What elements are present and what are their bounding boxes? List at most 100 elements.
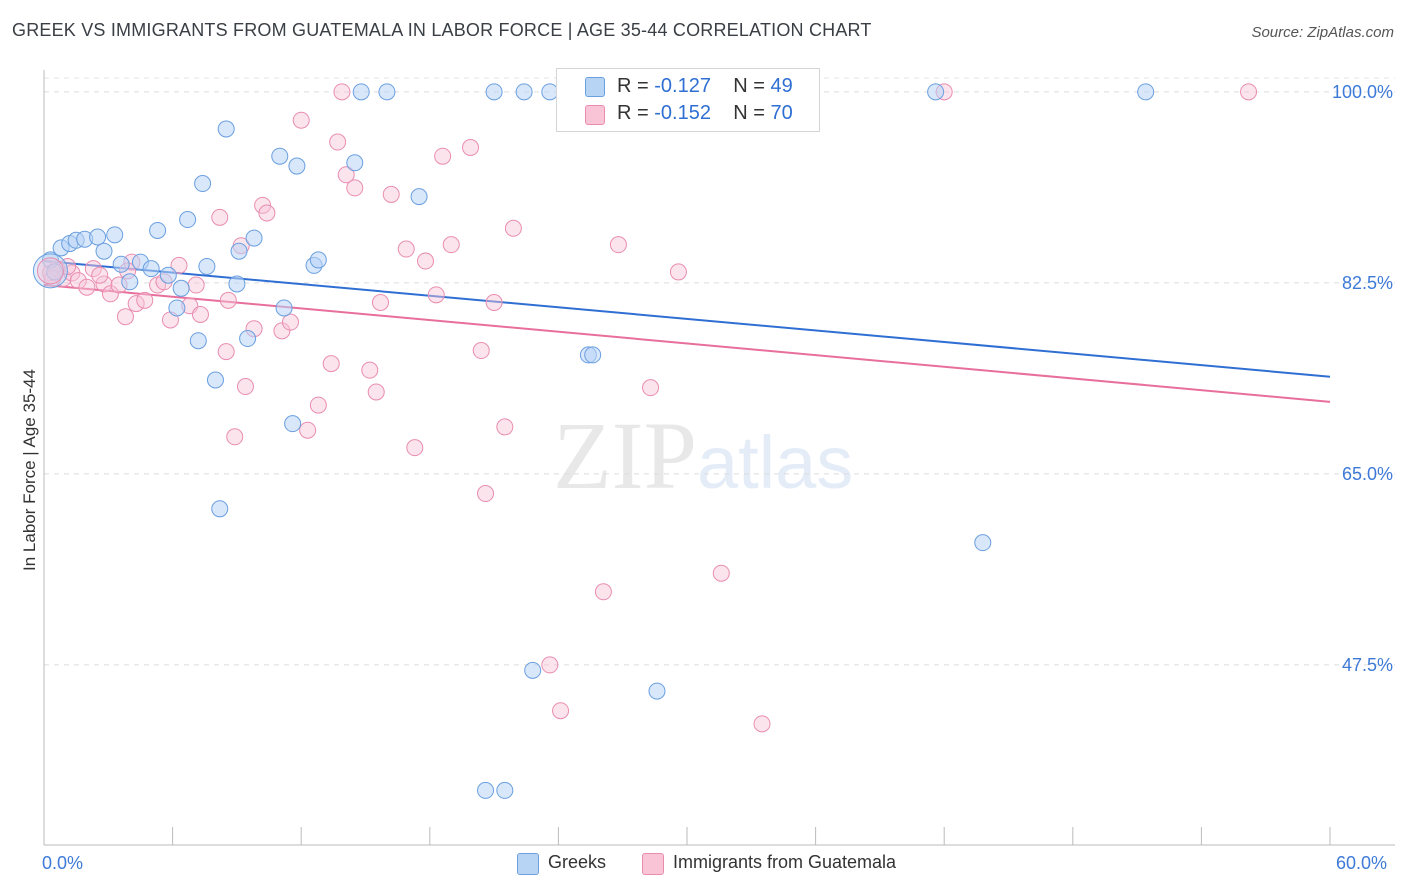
guatemala-point-53 (541, 656, 559, 674)
greeks-point-17 (179, 211, 197, 229)
guatemala-point-62 (1240, 83, 1258, 101)
greeks-r-value: -0.127 (654, 75, 711, 97)
y-tick-labels: 47.5% 65.0% 82.5% 100.0% (1332, 82, 1393, 675)
trend-lines (43, 260, 1331, 403)
guatemala-point-8 (101, 285, 119, 303)
legend-guatemala-swatch (642, 853, 664, 875)
greeks-point-23 (217, 120, 235, 138)
greeks-point-48 (974, 534, 992, 552)
guatemala-point-46 (442, 236, 460, 254)
guatemala-point-54 (552, 702, 570, 720)
greeks-point-46 (648, 682, 666, 700)
greeks-point-10 (121, 273, 139, 291)
greeks-point-34 (346, 154, 364, 172)
greeks-point-15 (168, 299, 186, 317)
y-tick-label-0: 47.5% (1342, 655, 1393, 675)
guatemala-point-33 (322, 355, 340, 373)
chart-title: GREEK VS IMMIGRANTS FROM GUATEMALA IN LA… (12, 20, 872, 40)
greeks-trend-line (43, 260, 1331, 378)
guatemala-point-29 (273, 322, 291, 340)
greeks-point-30 (284, 415, 302, 433)
guatemala-point-37 (361, 361, 379, 379)
guatemala-point-5 (78, 278, 96, 296)
y-axis-label: In Labor Force | Age 35-44 (20, 369, 39, 571)
guatemala-point-68 (292, 111, 310, 129)
watermark-zip: ZIP (553, 402, 697, 509)
greeks-point-45 (584, 346, 602, 364)
greeks-point-12 (142, 260, 160, 278)
guatemala-swatch (585, 105, 605, 125)
guatemala-point-28 (258, 204, 276, 222)
guatemala-point-31 (299, 421, 317, 439)
guatemala-point-13 (136, 291, 154, 309)
guatemala-point-58 (669, 263, 687, 281)
guatemala-point-20 (191, 306, 209, 324)
guatemala-point-21 (211, 208, 229, 226)
guatemala-point-34 (329, 133, 347, 151)
greeks-point-28 (271, 147, 289, 165)
axes (43, 70, 1395, 846)
greeks-point-22 (211, 500, 229, 518)
guatemala-point-43 (417, 252, 435, 270)
guatemala-point-47 (462, 139, 480, 156)
greeks-point-14 (159, 266, 177, 284)
legend-greeks-swatch (517, 853, 539, 875)
greeks-point-16 (172, 279, 190, 297)
greeks-cluster-point (32, 253, 68, 289)
greeks-point-37 (410, 188, 428, 206)
greeks-point-6 (89, 228, 107, 246)
greeks-point-20 (198, 257, 216, 275)
y-tick-label-1: 65.0% (1342, 464, 1393, 484)
guatemala-point-22 (217, 343, 235, 361)
guatemala-point-32 (309, 396, 327, 414)
guatemala-point-6 (84, 260, 102, 278)
guatemala-point-60 (753, 715, 771, 733)
greeks-point-38 (477, 781, 495, 799)
legend-guatemala-label: Immigrants from Guatemala (673, 852, 897, 872)
greeks-n-value: 49 (770, 75, 793, 97)
guatemala-point-42 (406, 439, 424, 457)
guatemala-point-10 (116, 308, 134, 326)
greeks-point-39 (485, 83, 503, 101)
guatemala-point-35 (337, 166, 355, 184)
guatemala-point-4 (69, 272, 87, 290)
guatemala-n-label: N = (733, 102, 771, 124)
greeks-point-21 (206, 371, 224, 389)
guatemala-point-23 (226, 428, 244, 446)
greeks-point-25 (230, 242, 248, 260)
greeks-point-8 (106, 226, 124, 244)
greeks-point-41 (515, 83, 533, 101)
guatemala-point-7 (95, 275, 113, 293)
greeks-point-18 (189, 332, 207, 350)
greeks-r-label: R = (617, 75, 655, 97)
greeks-point-26 (239, 330, 257, 348)
watermark: ZIPatlas (553, 400, 853, 511)
guatemala-point-17 (170, 256, 188, 274)
source-label: Source: ZipAtlas.com (1251, 24, 1394, 41)
greeks-point-9 (112, 255, 130, 273)
greeks-point-1 (46, 263, 64, 281)
greeks-swatch (585, 77, 605, 97)
greeks-point-35 (352, 83, 370, 101)
guatemala-r-label: R = (617, 102, 655, 124)
guatemala-point-51 (496, 418, 514, 436)
guatemala-point-44 (427, 286, 445, 304)
guatemala-point-50 (485, 294, 503, 311)
guatemala-point-12 (127, 295, 145, 313)
guatemala-point-25 (236, 378, 254, 396)
guatemala-trend-line (43, 284, 1331, 403)
guatemala-point-49 (477, 485, 495, 503)
guatemala-point-40 (382, 185, 400, 203)
guatemala-stats: R = -0.152 N = 70 (617, 102, 793, 125)
guatemala-point-52 (504, 219, 522, 237)
guatemala-point-19 (187, 276, 205, 294)
y-tick-label-3: 100.0% (1332, 82, 1393, 102)
guatemala-point-59 (712, 564, 730, 582)
x-tick-label-min: 0.0% (42, 853, 84, 873)
greeks-point-40 (496, 781, 514, 799)
guatemala-r-value: -0.152 (654, 102, 711, 124)
legend-greeks-label: Greeks (548, 852, 607, 872)
watermark-atlas: atlas (697, 421, 854, 504)
guatemala-point-38 (367, 383, 385, 401)
